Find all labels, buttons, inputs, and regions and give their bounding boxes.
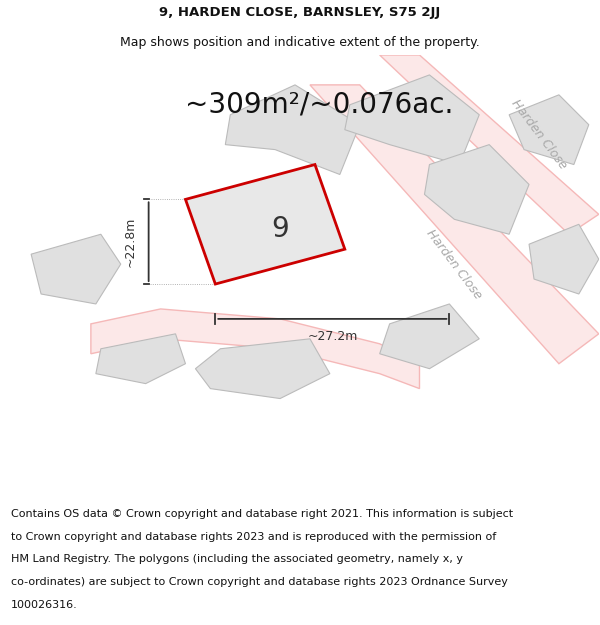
Text: ~309m²/~0.076ac.: ~309m²/~0.076ac. [185, 91, 454, 119]
Text: Harden Close: Harden Close [509, 98, 569, 172]
Text: Harden Close: Harden Close [424, 227, 485, 301]
Text: Map shows position and indicative extent of the property.: Map shows position and indicative extent… [120, 36, 480, 49]
Text: Contains OS data © Crown copyright and database right 2021. This information is : Contains OS data © Crown copyright and d… [11, 509, 513, 519]
Text: ~27.2m: ~27.2m [307, 331, 358, 343]
Polygon shape [380, 304, 479, 369]
Polygon shape [196, 339, 330, 399]
Text: 9: 9 [271, 215, 289, 243]
Text: 100026316.: 100026316. [11, 599, 77, 609]
Polygon shape [380, 55, 599, 234]
Polygon shape [310, 85, 599, 364]
Polygon shape [31, 234, 121, 304]
Polygon shape [509, 95, 589, 164]
Polygon shape [91, 309, 419, 389]
Polygon shape [345, 75, 479, 164]
Polygon shape [529, 224, 599, 294]
Polygon shape [185, 164, 345, 284]
Text: 9, HARDEN CLOSE, BARNSLEY, S75 2JJ: 9, HARDEN CLOSE, BARNSLEY, S75 2JJ [160, 6, 440, 19]
Text: HM Land Registry. The polygons (including the associated geometry, namely x, y: HM Land Registry. The polygons (includin… [11, 554, 463, 564]
Polygon shape [226, 85, 360, 174]
Text: ~22.8m: ~22.8m [124, 216, 137, 267]
Text: to Crown copyright and database rights 2023 and is reproduced with the permissio: to Crown copyright and database rights 2… [11, 532, 496, 542]
Polygon shape [96, 334, 185, 384]
Polygon shape [424, 144, 529, 234]
Text: co-ordinates) are subject to Crown copyright and database rights 2023 Ordnance S: co-ordinates) are subject to Crown copyr… [11, 577, 508, 587]
